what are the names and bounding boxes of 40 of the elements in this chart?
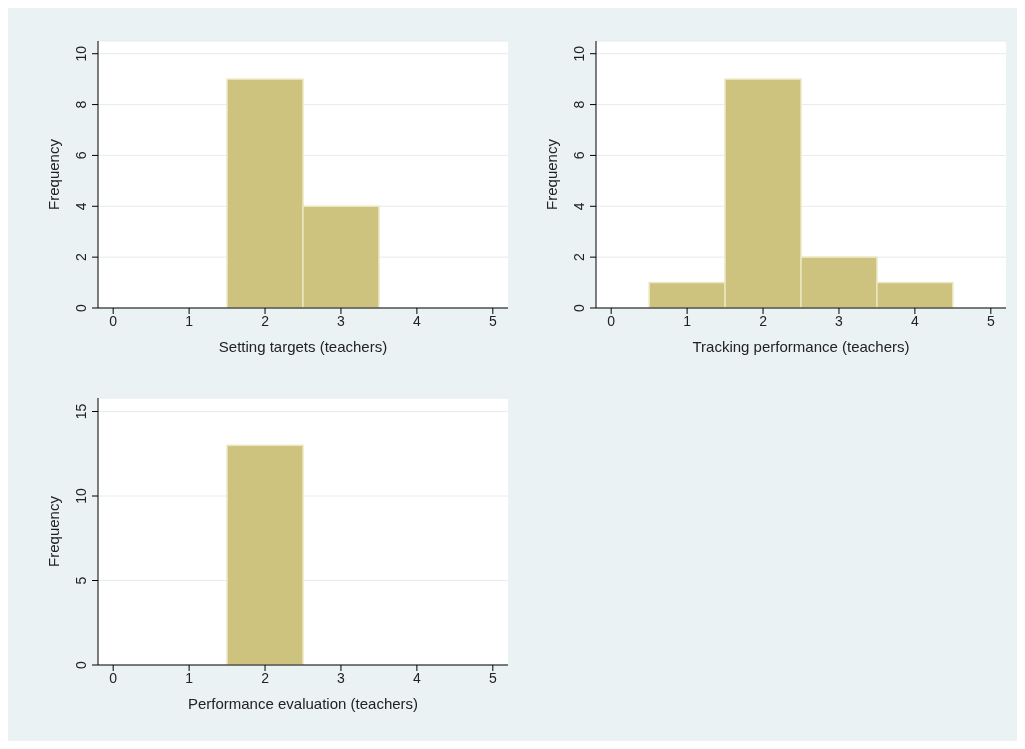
x-tick-label: 0 (109, 312, 118, 329)
y-tick-label: 0 (571, 303, 587, 312)
y-tick-label: 4 (571, 202, 587, 211)
x-tick-label: 5 (488, 312, 497, 329)
y-tick-label: 8 (571, 100, 587, 109)
y-tick-label: 6 (571, 151, 587, 160)
x-axis-title: Performance evaluation (teachers) (187, 695, 419, 712)
y-tick-label: 10 (571, 45, 587, 62)
y-tick-label: 2 (73, 253, 89, 262)
x-tick-label: 0 (109, 669, 118, 686)
y-tick-label: 15 (73, 403, 89, 420)
x-tick-label: 1 (185, 669, 194, 686)
y-tick-label: 6 (73, 151, 89, 160)
y-tick-label: 2 (571, 253, 587, 262)
y-tick-label: 10 (73, 45, 89, 62)
x-tick-label: 2 (759, 312, 768, 329)
y-axis-title: Frequency (45, 495, 63, 567)
x-tick-label: 4 (910, 312, 919, 329)
y-tick-label: 0 (73, 303, 89, 312)
y-axis-title: Frequency (543, 138, 561, 210)
x-tick-label: 1 (683, 312, 692, 329)
x-axis-title: Tracking performance (teachers) (692, 338, 910, 355)
x-tick-label: 4 (412, 669, 421, 686)
x-tick-label: 5 (488, 669, 497, 686)
x-tick-label: 2 (261, 312, 270, 329)
y-tick-label: 5 (73, 576, 89, 585)
y-tick-label: 0 (73, 660, 89, 669)
y-axis-title: Frequency (45, 138, 63, 210)
y-tick-label: 4 (73, 202, 89, 211)
x-tick-label: 0 (607, 312, 616, 329)
x-tick-label: 5 (986, 312, 995, 329)
x-tick-label: 3 (835, 312, 844, 329)
x-tick-label: 2 (261, 669, 270, 686)
y-tick-label: 10 (73, 488, 89, 504)
x-tick-label: 1 (185, 312, 194, 329)
x-tick-label: 3 (337, 669, 346, 686)
y-tick-label: 8 (73, 100, 89, 109)
x-tick-label: 3 (337, 312, 346, 329)
x-tick-label: 4 (412, 312, 421, 329)
x-axis-title: Setting targets (teachers) (218, 338, 388, 355)
